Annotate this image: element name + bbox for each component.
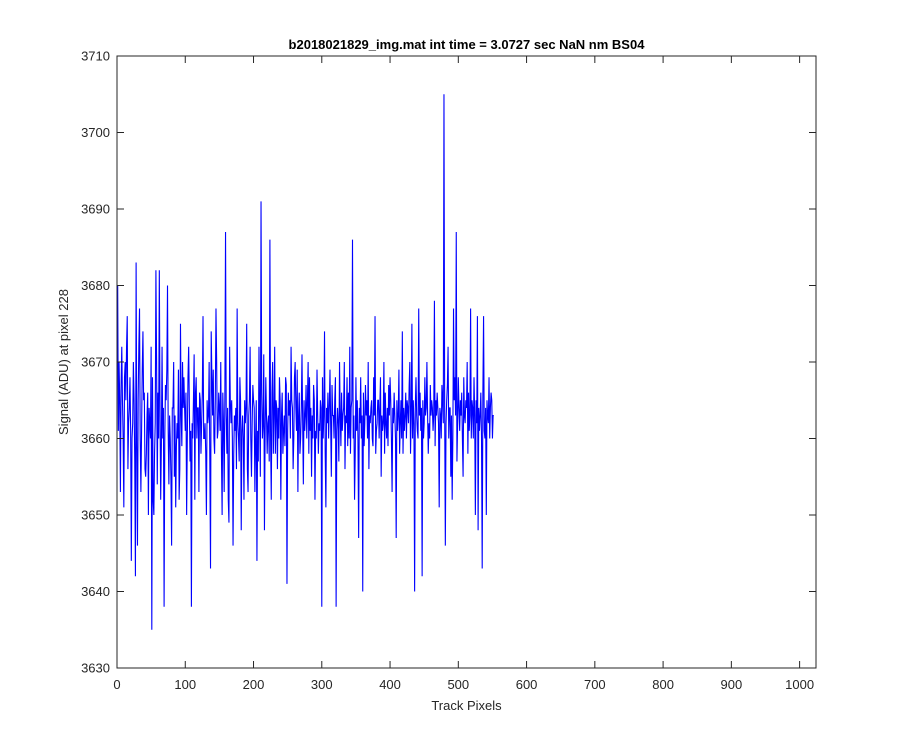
y-tick-label: 3700 [81, 125, 110, 140]
plot-area [117, 56, 816, 668]
x-tick-label: 300 [311, 677, 333, 692]
x-tick-label: 500 [447, 677, 469, 692]
y-tick-label: 3670 [81, 355, 110, 370]
y-axis: 3630 3640 3650 3660 3670 3680 3690 3700 3710 [81, 49, 816, 676]
plot-group [117, 94, 494, 630]
x-tick-label: 700 [584, 677, 606, 692]
y-tick-label: 3710 [81, 49, 110, 64]
x-tick-label: 400 [379, 677, 401, 692]
x-axis-label: Track Pixels [431, 698, 502, 713]
x-tick-label: 200 [243, 677, 265, 692]
y-tick-label: 3680 [81, 278, 110, 293]
x-tick-label: 800 [652, 677, 674, 692]
x-tick-label: 100 [174, 677, 196, 692]
x-tick-label: 0 [113, 677, 120, 692]
chart-title: b2018021829_img.mat int time = 3.0727 se… [289, 37, 646, 52]
y-tick-label: 3650 [81, 508, 110, 523]
x-tick-label: 1000 [785, 677, 814, 692]
series-line-0 [117, 94, 494, 630]
y-axis-label: Signal (ADU) at pixel 228 [56, 289, 71, 435]
y-tick-label: 3640 [81, 584, 110, 599]
y-tick-label: 3630 [81, 661, 110, 676]
x-tick-label: 600 [516, 677, 538, 692]
y-tick-label: 3690 [81, 202, 110, 217]
y-tick-label: 3660 [81, 431, 110, 446]
x-axis: 0 100 200 300 400 500 600 700 800 900 1000 [113, 56, 814, 692]
x-tick-label: 900 [721, 677, 743, 692]
